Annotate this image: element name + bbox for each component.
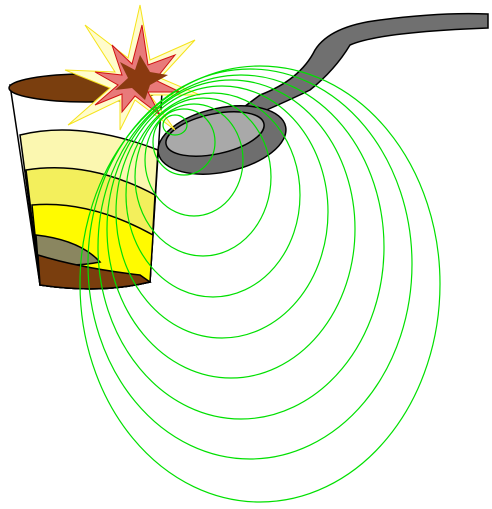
wave <box>87 68 413 460</box>
spoon <box>157 12 489 175</box>
spoon-bowl-inner <box>165 111 265 157</box>
cup <box>8 73 164 290</box>
wave <box>162 114 188 136</box>
wave <box>106 79 356 379</box>
wave <box>115 85 329 339</box>
wave <box>152 108 216 176</box>
spark-core <box>115 55 168 100</box>
wave <box>144 103 244 217</box>
wave <box>134 97 272 257</box>
sound-waves <box>79 65 441 503</box>
spoon-handle <box>238 12 489 119</box>
wave <box>125 92 301 298</box>
spark <box>64 4 201 131</box>
cup-layer-bottom <box>37 253 152 290</box>
wave <box>97 74 385 420</box>
wave <box>79 65 441 503</box>
